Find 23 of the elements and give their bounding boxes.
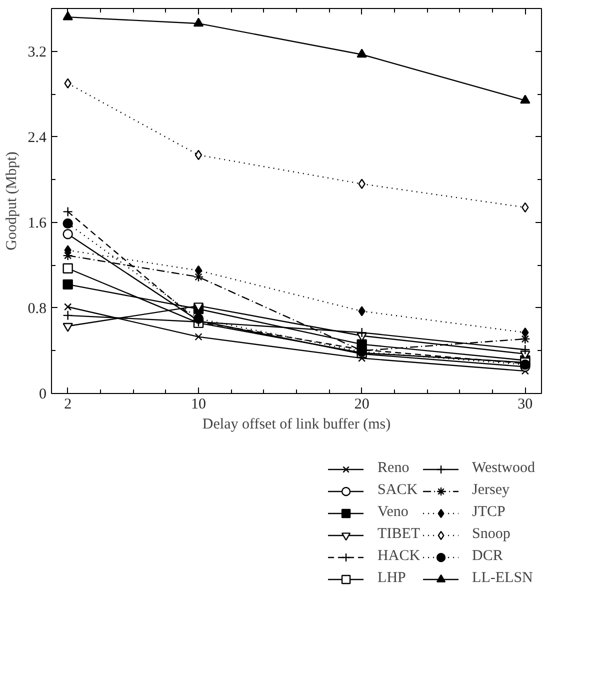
y-tick-label: 0 <box>39 386 46 402</box>
legend-label: LL-ELSN <box>472 570 533 587</box>
legend-label: DCR <box>472 548 503 565</box>
x-tick-label: 20 <box>354 396 370 412</box>
legend-label: Jersey <box>472 482 510 499</box>
y-tick-label: 0.8 <box>28 300 46 317</box>
x-axis-title: Delay offset of link buffer (ms) <box>202 416 391 432</box>
y-tick-label: 3.2 <box>28 44 46 60</box>
legend-label: Veno <box>378 504 408 521</box>
legend-label: JTCP <box>472 504 506 521</box>
y-tick-label: 1.6 <box>28 215 47 232</box>
y-axis-title: Goodput (Mbpt) <box>4 152 20 250</box>
x-tick-label: 2 <box>64 396 72 412</box>
legend-label: Reno <box>378 460 410 477</box>
legend-label: Westwood <box>472 460 535 477</box>
x-tick-label: 10 <box>191 396 206 412</box>
legend-label: LHP <box>378 570 406 587</box>
legend-label: SACK <box>378 482 418 499</box>
legend-label: Snoop <box>472 526 510 543</box>
x-tick-label: 30 <box>518 396 533 412</box>
y-tick-label: 2.4 <box>28 130 47 146</box>
legend-label: TIBET <box>378 526 420 543</box>
legend-label: HACK <box>378 548 420 565</box>
